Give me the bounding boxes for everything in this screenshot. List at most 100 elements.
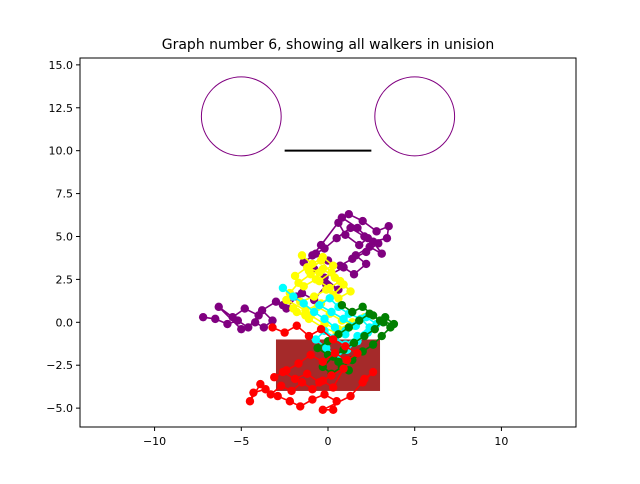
walker-point xyxy=(308,385,317,394)
walker-point xyxy=(256,379,265,389)
walker-point xyxy=(268,323,277,332)
walker-point xyxy=(377,249,386,258)
y-tick-label: 10.0 xyxy=(49,145,74,158)
walker-point xyxy=(382,234,392,243)
walker-point xyxy=(297,251,307,260)
walker-point xyxy=(361,247,371,257)
circle-shape xyxy=(374,76,456,157)
walker-point xyxy=(349,338,359,348)
walker-point xyxy=(353,331,362,341)
walker-point xyxy=(384,221,393,231)
walker-point xyxy=(266,390,275,399)
walker-point xyxy=(325,294,334,303)
walker-point xyxy=(257,306,267,315)
y-tick-label: −2.5 xyxy=(46,359,73,372)
walker-series xyxy=(245,321,378,415)
walker-point xyxy=(368,340,378,349)
walker-point xyxy=(320,390,329,399)
y-tick-label: −5.0 xyxy=(46,402,73,415)
walker-point xyxy=(304,266,314,276)
walker-point xyxy=(240,304,249,313)
walker-point xyxy=(306,350,315,360)
x-tick-label: 5 xyxy=(411,435,418,448)
walker-point xyxy=(330,323,340,332)
walker-point xyxy=(318,405,327,415)
walker-point xyxy=(346,287,355,296)
walker-point xyxy=(259,323,269,332)
walker-point xyxy=(278,367,288,377)
walker-point xyxy=(349,270,359,279)
walker-point xyxy=(311,335,321,344)
walker-point xyxy=(304,314,314,324)
walker-point xyxy=(334,330,343,339)
walker-point xyxy=(358,216,367,226)
walker-point xyxy=(294,359,303,368)
walker-point xyxy=(374,239,383,248)
walker-point xyxy=(311,249,321,258)
walker-point xyxy=(268,316,277,325)
walker-point xyxy=(318,376,327,385)
walker-point xyxy=(375,316,385,325)
walker-point xyxy=(339,364,348,373)
walker-point xyxy=(245,397,255,406)
walker-point xyxy=(386,323,395,332)
walker-point xyxy=(316,324,326,334)
walker-point xyxy=(322,285,331,294)
walker-point xyxy=(294,278,303,288)
walker-point xyxy=(297,378,307,387)
walker-point xyxy=(313,343,322,353)
walker-point xyxy=(329,261,338,270)
walker-point xyxy=(289,292,298,301)
walker-point xyxy=(223,319,232,329)
walker-point xyxy=(318,357,327,366)
chart-title: Graph number 6, showing all walkers in u… xyxy=(162,37,495,53)
walker-point xyxy=(287,386,296,396)
walker-point xyxy=(304,331,314,341)
circle-shape xyxy=(200,76,282,157)
walker-point xyxy=(348,307,357,317)
walker-point xyxy=(244,323,253,332)
walker-point xyxy=(346,391,355,401)
walker-point xyxy=(365,309,374,318)
walker-point xyxy=(228,312,237,322)
walker-point xyxy=(360,374,369,384)
walker-point xyxy=(344,323,354,332)
walker-point xyxy=(377,331,386,341)
y-tick-label: 15.0 xyxy=(49,59,74,72)
walker-point xyxy=(355,316,364,325)
walker-point xyxy=(290,271,300,281)
walker-point xyxy=(271,297,281,306)
walker-point xyxy=(250,318,260,327)
walker-point xyxy=(332,234,341,243)
walker-point xyxy=(270,373,279,382)
walker-point xyxy=(341,342,350,351)
walker-point xyxy=(339,280,348,289)
plot-content xyxy=(80,58,576,427)
walker-point xyxy=(346,223,355,233)
walker-point xyxy=(296,402,305,411)
y-tick-label: 7.5 xyxy=(56,188,74,201)
walker-point xyxy=(370,324,380,334)
x-tick-label: −10 xyxy=(143,435,166,448)
walker-point xyxy=(249,388,258,397)
walker-point xyxy=(318,264,327,274)
walker-point xyxy=(299,299,308,308)
walker-point xyxy=(198,312,208,322)
walker-point xyxy=(309,292,319,301)
walker-point xyxy=(339,314,348,324)
walker-point xyxy=(327,307,336,317)
walker-point xyxy=(372,227,381,236)
walker-point xyxy=(214,302,223,312)
walker-point xyxy=(334,357,343,366)
walker-point xyxy=(309,307,319,317)
walker-point xyxy=(237,324,246,334)
walker-point xyxy=(315,276,324,286)
axes: −10 −5 0 5 10 −5.0 −2.5 0.0 2.5 5.0 7.5 10.0 12.5 15.… xyxy=(46,57,577,448)
y-tick-label: 12.5 xyxy=(49,102,74,115)
walker-point xyxy=(341,230,350,239)
walker-point xyxy=(302,369,312,378)
walker-point xyxy=(320,314,329,324)
walker-point xyxy=(330,349,340,358)
walker-point xyxy=(308,395,317,404)
